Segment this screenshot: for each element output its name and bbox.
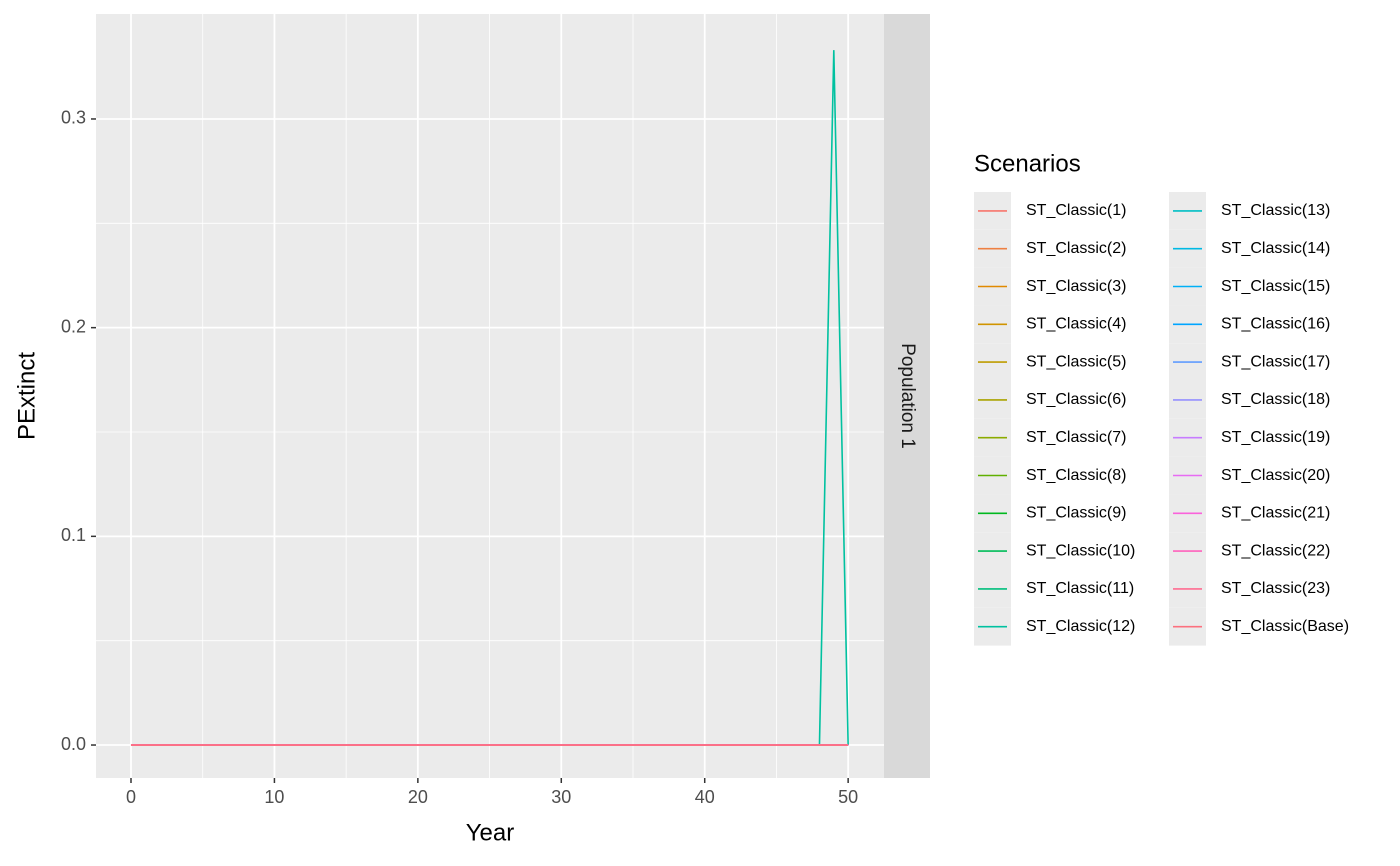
legend-label: ST_Classic(14): [1221, 240, 1330, 257]
legend-label: ST_Classic(15): [1221, 278, 1330, 295]
legend-label: ST_Classic(8): [1026, 467, 1126, 484]
legend-label: ST_Classic(9): [1026, 505, 1126, 522]
legend-label: ST_Classic(1): [1026, 202, 1126, 219]
x-tick-label: 20: [408, 787, 428, 807]
x-axis-title: Year: [466, 819, 515, 846]
legend-label: ST_Classic(6): [1026, 391, 1126, 408]
y-axis-title: PExtinct: [13, 352, 40, 440]
x-tick-label: 0: [126, 787, 136, 807]
legend-label: ST_Classic(17): [1221, 353, 1330, 370]
legend-label: ST_Classic(22): [1221, 542, 1330, 559]
y-tick-label: 0.1: [61, 525, 86, 545]
legend-label: ST_Classic(10): [1026, 542, 1135, 559]
legend-label: ST_Classic(5): [1026, 353, 1126, 370]
legend-label: ST_Classic(19): [1221, 429, 1330, 446]
legend-title: Scenarios: [974, 150, 1081, 177]
legend-label: ST_Classic(13): [1221, 202, 1330, 219]
legend-label: ST_Classic(20): [1221, 467, 1330, 484]
legend-label: ST_Classic(21): [1221, 505, 1330, 522]
legend-label: ST_Classic(3): [1026, 278, 1126, 295]
legend-label: ST_Classic(2): [1026, 240, 1126, 257]
legend-label: ST_Classic(23): [1221, 580, 1330, 597]
facet-label: Population 1: [897, 343, 918, 449]
legend-label: ST_Classic(11): [1026, 580, 1134, 597]
x-tick-label: 10: [264, 787, 284, 807]
x-tick-label: 40: [695, 787, 715, 807]
legend-label: ST_Classic(18): [1221, 391, 1330, 408]
y-tick-label: 0.0: [61, 734, 86, 754]
legend: ST_Classic(1) ST_Classic(2) ST_Classic(3) S…: [974, 192, 1349, 646]
legend-label: ST_Classic(Base): [1221, 618, 1349, 635]
plot-lines: [130, 50, 849, 746]
facet-strip: [884, 14, 930, 778]
y-tick-label: 0.2: [61, 316, 86, 336]
legend-label: ST_Classic(12): [1026, 618, 1135, 635]
legend-label: ST_Classic(16): [1221, 316, 1330, 333]
x-tick-label: 30: [551, 787, 571, 807]
y-tick-label: 0.3: [61, 108, 86, 128]
panel: [96, 14, 884, 778]
legend-label: ST_Classic(4): [1026, 316, 1126, 333]
x-tick-label: 50: [838, 787, 858, 807]
legend-label: ST_Classic(7): [1026, 429, 1126, 446]
